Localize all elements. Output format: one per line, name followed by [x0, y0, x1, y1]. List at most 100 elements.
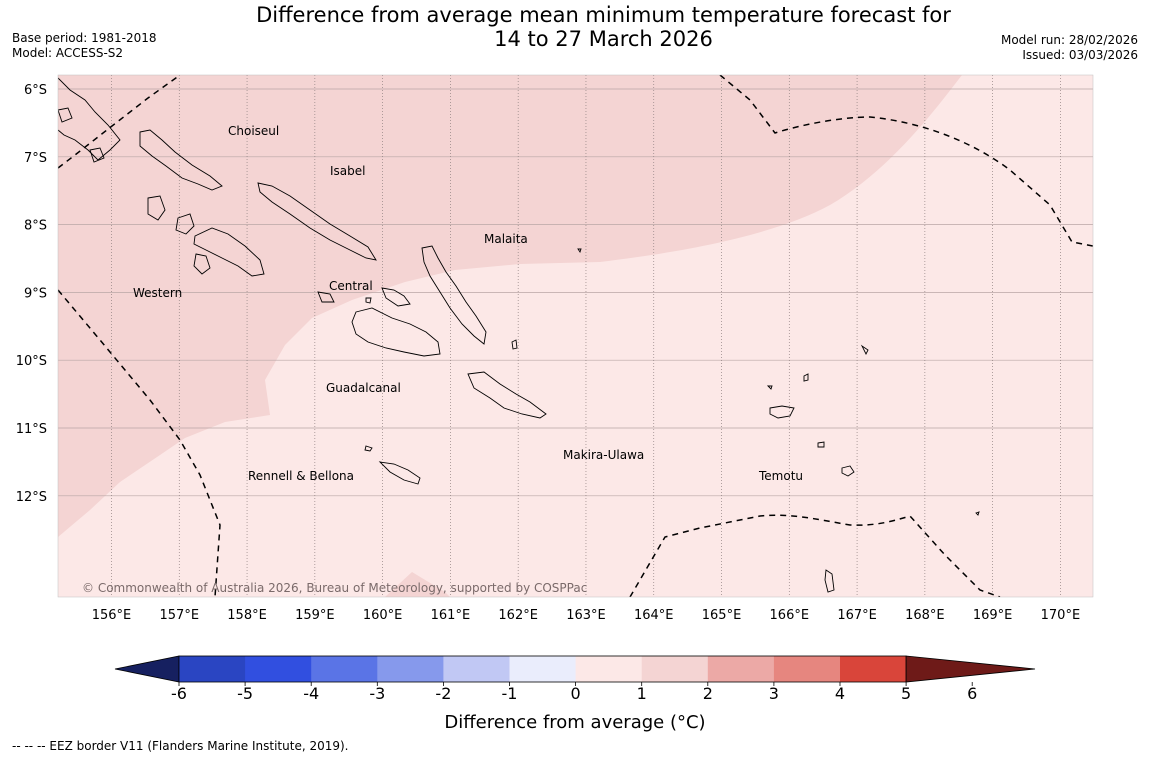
colorbar-segment: [509, 656, 577, 682]
sikaiana-coast: [577, 248, 582, 254]
longitude-label: 158°E: [227, 608, 267, 623]
eez-border-south: [629, 514, 1001, 597]
colorbar-tick-label: -3: [369, 684, 385, 703]
rennell-coast: [378, 461, 421, 485]
new-georgia-coast: [175, 213, 265, 277]
latitude-label: 12°S: [16, 490, 47, 505]
colorbar-tick-label: 3: [769, 684, 779, 703]
province-label: Guadalcanal: [326, 381, 401, 395]
province-label: Central: [329, 279, 373, 293]
colorbar-tick-label: 4: [835, 684, 845, 703]
issued-date: Issued: 03/03/2026: [1022, 48, 1138, 62]
latitude-label: 8°S: [24, 219, 47, 234]
longitude-label: 162°E: [498, 608, 538, 623]
rendova-coast: [193, 253, 211, 275]
province-label: Choiseul: [228, 124, 279, 138]
latitude-label: 10°S: [16, 354, 47, 369]
latitude-label: 6°S: [24, 83, 47, 98]
longitude-label: 165°E: [702, 608, 742, 623]
province-label: Makira-Ulawa: [563, 448, 644, 462]
model-name: Model: ACCESS-S2: [12, 46, 124, 60]
model-run: Model run: 28/02/2026: [1000, 33, 1138, 47]
bougainville-coast: [58, 77, 121, 161]
longitude-label: 163°E: [566, 608, 606, 623]
eez-footnote: -- -- -- EEZ border V11 (Flanders Marine…: [12, 739, 349, 753]
vanikoro-coast: [841, 465, 855, 477]
vella-lavella-coast: [147, 195, 166, 221]
longitude-label: 167°E: [837, 608, 877, 623]
province-label: Temotu: [758, 469, 803, 483]
longitude-label: 156°E: [92, 608, 132, 623]
colorbar-segment: [311, 656, 378, 682]
province-label: Rennell & Bellona: [248, 469, 354, 483]
colorbar-tick-label: -2: [435, 684, 451, 703]
longitude-label: 159°E: [295, 608, 335, 623]
colorbar-tick-label: 5: [901, 684, 911, 703]
copyright-notice: © Commonwealth of Australia 2026, Bureau…: [82, 581, 587, 595]
ulawa-coast: [511, 339, 518, 350]
treasury-islands-coast: [89, 147, 105, 163]
shortland-islands-coast: [58, 107, 73, 123]
tikopia-coast: [817, 441, 825, 448]
longitude-label: 166°E: [770, 608, 810, 623]
colorbar-tick-label: -1: [502, 684, 518, 703]
anomaly-band-1-2: [58, 75, 962, 537]
map-frame: [57, 74, 1094, 598]
colorbar-tick-label: -6: [171, 684, 187, 703]
colorbar-over-arrow: [905, 655, 1036, 683]
reef-islands-coast: [766, 373, 809, 390]
colorbar-segment: [840, 656, 907, 682]
eez-border-west: [58, 289, 221, 597]
colorbar-tick-label: 6: [967, 684, 977, 703]
colorbar: [114, 655, 1036, 686]
santa-cruz-coast: [769, 405, 795, 419]
colorbar-segment: [707, 656, 775, 682]
colorbar-segment: [773, 656, 841, 682]
province-label: Western: [133, 286, 182, 300]
province-label: Malaita: [484, 232, 528, 246]
map-area: [58, 75, 1093, 597]
colorbar-tick-labels: -6 -5 -4 -3 -2 -1 0 1 2 3 4 5 6: [171, 684, 977, 703]
colorbar-tick-label: -5: [237, 684, 253, 703]
chart-title: Difference from average mean minimum tem…: [0, 3, 1150, 51]
savo-coast: [365, 297, 372, 304]
latitude-label: 11°S: [16, 422, 47, 437]
russell-islands-coast: [317, 291, 335, 303]
meta-right: Model run: 28/02/2026 Issued: 03/03/2026: [1001, 33, 1138, 63]
longitude-label: 157°E: [160, 608, 200, 623]
colorbar-segment: [179, 656, 246, 682]
latitude-label: 9°S: [24, 286, 47, 301]
graticule: [58, 75, 1093, 597]
florida-islands-coast: [381, 287, 411, 307]
fatutaka-coast: [824, 569, 835, 593]
title-line-1: Difference from average mean minimum tem…: [256, 3, 951, 27]
bellona-coast: [364, 445, 373, 452]
isabel-coast: [257, 182, 377, 261]
colorbar-segment: [641, 656, 709, 682]
anomaly-band-small: [385, 572, 450, 597]
eez-borders: [58, 75, 1093, 597]
latitude-labels: 6°S 7°S 8°S 9°S 10°S 11°S 12°S: [16, 83, 47, 505]
longitude-label: 169°E: [973, 608, 1013, 623]
latitude-label: 7°S: [24, 151, 47, 166]
malaita-coast: [421, 245, 487, 345]
colorbar-tick-label: 1: [637, 684, 647, 703]
colorbar-tick-label: -4: [303, 684, 319, 703]
base-period: Base period: 1981-2018: [12, 31, 157, 45]
longitude-label: 168°E: [905, 608, 945, 623]
longitude-label: 161°E: [431, 608, 471, 623]
colorbar-label: Difference from average (°C): [444, 712, 705, 733]
colorbar-tick-label: 2: [703, 684, 713, 703]
longitude-labels: 156°E 157°E 158°E 159°E 160°E 161°E 162°E 163°E…: [92, 608, 1080, 623]
province-labels: Choiseul Isabel Malaita Western Central Guada…: [133, 124, 803, 483]
colorbar-under-arrow: [114, 655, 180, 683]
title-line-2: 14 to 27 March 2026: [494, 27, 713, 51]
colorbar-segment: [377, 656, 444, 682]
makira-coast: [467, 371, 547, 419]
guadalcanal-coast: [351, 307, 441, 357]
choiseul-coast: [139, 129, 223, 191]
colorbar-frame: [178, 655, 907, 683]
longitude-label: 164°E: [634, 608, 674, 623]
colorbar-tick-label: 0: [571, 684, 581, 703]
